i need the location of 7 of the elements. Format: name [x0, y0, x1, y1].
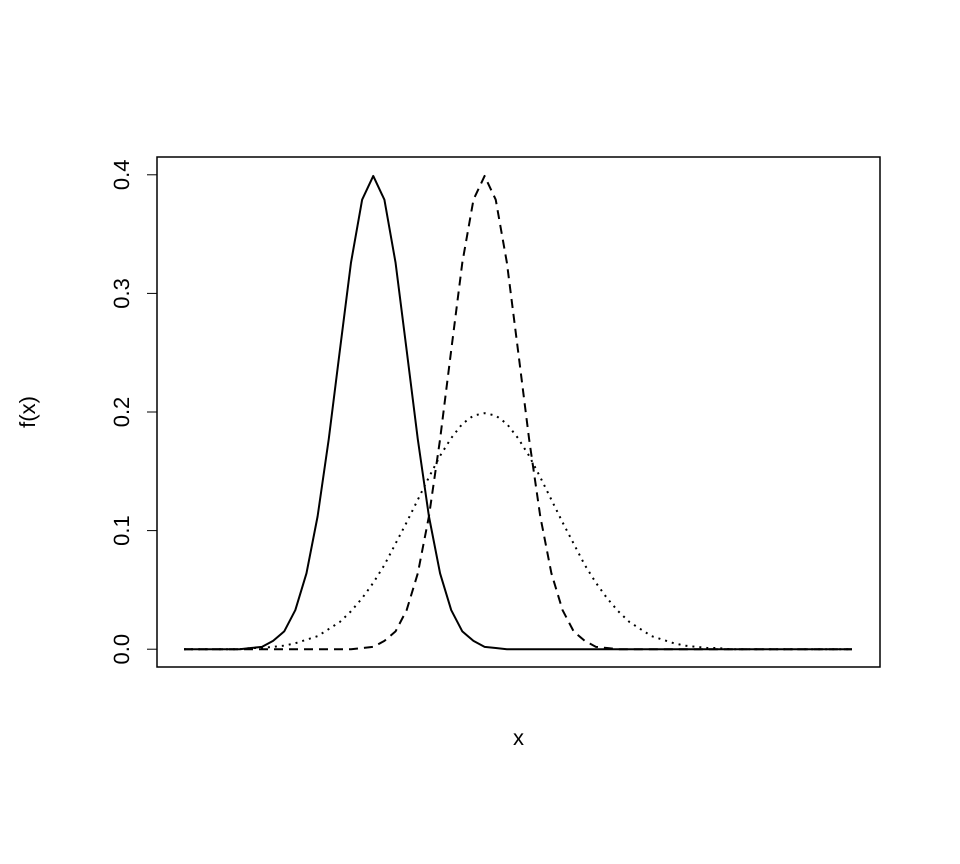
y-tick-label: 0.0 [109, 634, 134, 665]
y-tick-label: 0.2 [109, 396, 134, 428]
y-tick-label: 0.4 [109, 159, 134, 190]
y-tick-label: 0.3 [109, 278, 134, 309]
y-tick-label: 0.1 [109, 515, 134, 546]
y-axis-title: f(x) [15, 396, 40, 428]
x-axis-title: x [513, 725, 524, 750]
